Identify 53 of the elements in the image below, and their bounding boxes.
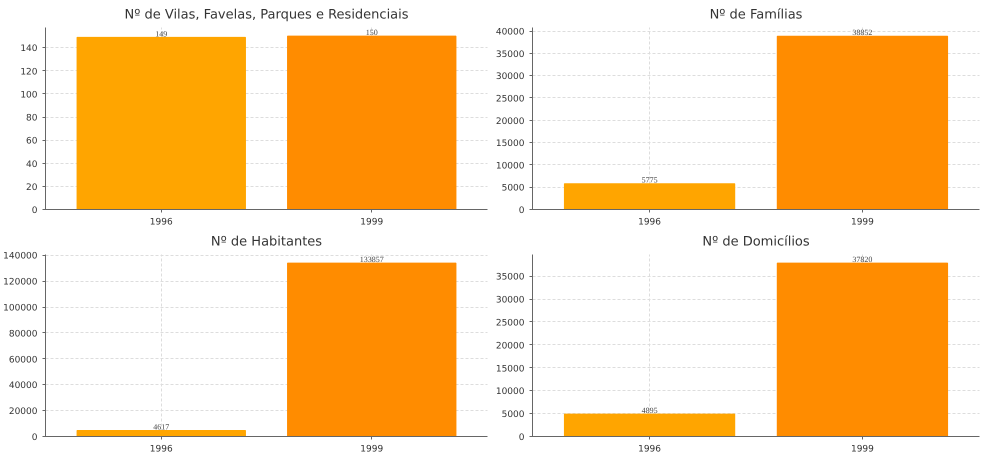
y-tick-label: 35000: [496, 50, 525, 60]
y-tick-label: 60: [26, 136, 38, 147]
y-tick-label: 80000: [8, 329, 38, 340]
y-tick-label: 0: [518, 433, 525, 443]
x-tick-label: 1999: [360, 218, 384, 228]
data-label: 38852: [852, 28, 872, 38]
y-tick-label: 0: [518, 206, 525, 216]
data-label: 5775: [642, 176, 658, 185]
y-tick-label: 140: [20, 44, 38, 54]
x-tick-label: 1996: [638, 218, 662, 228]
y-tick-label: 0: [32, 206, 38, 216]
data-label: 150: [366, 28, 378, 38]
y-tick-label: 40000: [8, 381, 38, 392]
y-tick-label: 60000: [8, 355, 38, 366]
y-tick-label: 120: [20, 67, 38, 78]
data-label: 149: [155, 29, 168, 38]
y-tick-label: 100000: [3, 304, 38, 314]
y-tick-label: 25000: [496, 94, 525, 104]
y-tick-label: 20000: [496, 116, 525, 127]
chart-title: Nº de Domicílios: [702, 234, 810, 250]
y-tick-label: 120000: [3, 278, 38, 288]
y-tick-label: 15000: [496, 139, 525, 150]
x-tick-label: 1999: [850, 444, 874, 454]
y-tick-label: 140000: [3, 252, 38, 262]
y-tick-label: 40000: [496, 28, 525, 38]
y-tick-label: 0: [32, 433, 38, 443]
chart-title: Nº de Famílias: [710, 8, 803, 22]
data-label: 4895: [642, 406, 658, 416]
y-tick-label: 25000: [496, 318, 525, 328]
y-tick-label: 5000: [502, 410, 525, 420]
y-tick-label: 10000: [496, 161, 525, 172]
data-label: 133857: [360, 255, 384, 264]
x-tick-label: 1996: [150, 444, 173, 454]
data-label: 4617: [153, 422, 170, 432]
y-tick-label: 30000: [496, 72, 525, 82]
x-tick-label: 1996: [638, 444, 662, 454]
y-tick-label: 20000: [496, 341, 525, 352]
y-tick-label: 100: [20, 90, 38, 100]
x-tick-label: 1999: [850, 218, 874, 228]
y-tick-label: 40: [26, 160, 38, 170]
y-tick-label: 5000: [502, 184, 525, 194]
chart-title: Nº de Habitantes: [210, 234, 322, 250]
y-tick-label: 20000: [8, 407, 38, 418]
chart-title: Nº de Vilas, Favelas, Parques e Residenciais: [124, 8, 409, 22]
data-label: 37820: [852, 255, 872, 264]
x-tick-label: 1996: [150, 218, 173, 228]
x-tick-label: 1999: [360, 444, 384, 454]
y-tick-label: 35000: [496, 272, 525, 283]
y-tick-label: 20: [26, 182, 38, 193]
y-tick-label: 80: [26, 114, 38, 124]
y-tick-label: 15000: [496, 364, 525, 374]
y-tick-label: 30000: [496, 296, 525, 306]
y-tick-label: 10000: [496, 387, 525, 398]
